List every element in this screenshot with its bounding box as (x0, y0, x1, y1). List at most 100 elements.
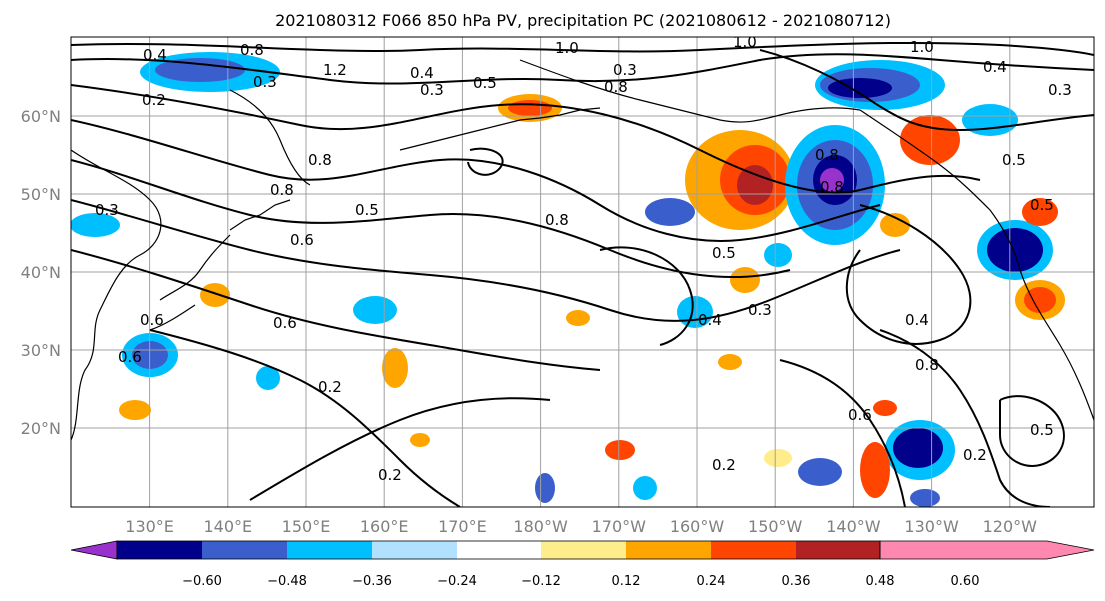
alaska-coast (519, 59, 861, 123)
contour-label: 1.2 (323, 61, 347, 79)
contour-label: 0.5 (1030, 196, 1054, 214)
colorbar-right-extension (879, 540, 1095, 560)
anomaly-blob (605, 440, 635, 460)
kamchatka-coast (229, 89, 311, 186)
contour-label: 1.0 (733, 33, 757, 51)
contour-label: 0.6 (290, 231, 314, 249)
anomaly-blob (155, 58, 245, 82)
pv-contour (71, 159, 791, 278)
anomaly-blob (820, 168, 844, 192)
colorbar-segment (287, 541, 372, 559)
pv-contour (71, 199, 901, 322)
anomaly-blob (910, 489, 940, 507)
y-tick-label: 60°N (21, 107, 61, 126)
anomaly-blob (737, 165, 773, 205)
colorbar-tick-label: −0.60 (182, 574, 222, 589)
x-tick-label: 180°W (513, 517, 568, 536)
colorbar-left-extension (70, 540, 118, 560)
contour-label: 0.4 (143, 46, 167, 64)
anomaly-blob (880, 213, 910, 237)
contour-label: 0.6 (118, 348, 142, 366)
pv-contour (467, 147, 504, 176)
contour-label: 0.2 (318, 378, 342, 396)
contour-label: 0.8 (545, 211, 569, 229)
contour-label: 0.4 (983, 58, 1007, 76)
anomaly-blob (633, 476, 657, 500)
coastlines (71, 59, 1094, 441)
map-frame (70, 36, 1095, 508)
anomaly-blob (873, 400, 897, 416)
y-tick-label: 50°N (21, 185, 61, 204)
contour-label: 0.6 (848, 406, 872, 424)
contour-label: 0.5 (355, 201, 379, 219)
contour-label: 0.4 (410, 64, 434, 82)
contour-label: 0.8 (308, 151, 332, 169)
colorbar-segment (711, 541, 796, 559)
anomaly-blob (119, 400, 151, 420)
pv-contour (71, 249, 601, 371)
pv-contour (71, 41, 1094, 56)
contour-label: 0.8 (604, 78, 628, 96)
contour-label: 0.5 (712, 244, 736, 262)
colorbar-tick-label: −0.36 (352, 574, 392, 589)
colorbar: −0.60 −0.48 −0.36 −0.24 −0.12 0.12 0.24 … (70, 540, 1095, 589)
contour-label: 0.4 (698, 311, 722, 329)
aleutian-islands (399, 107, 601, 151)
anomaly-blob (508, 100, 552, 116)
x-tick-label: 170°W (592, 517, 647, 536)
anomaly-blob (382, 348, 408, 388)
anomaly-blob (200, 283, 230, 307)
pv-contour (71, 84, 981, 194)
contour-label: 0.4 (905, 311, 929, 329)
contour-label: 0.8 (820, 178, 844, 196)
colorbar-segment (626, 541, 711, 559)
x-tick-label: 150°E (282, 517, 331, 536)
anomaly-blob (893, 428, 943, 468)
anomaly-blob (256, 366, 280, 390)
y-axis-ticks: 60°N 50°N 40°N 30°N 20°N (21, 107, 61, 438)
north-america-coast (859, 109, 1094, 421)
y-tick-label: 20°N (21, 419, 61, 438)
anomaly-blob (730, 267, 760, 293)
kuril-islands (229, 199, 291, 231)
contour-label: 0.3 (253, 73, 277, 91)
x-tick-label: 140°E (203, 517, 252, 536)
asia-coast (71, 149, 162, 441)
contour-label: 0.6 (273, 314, 297, 332)
contour-label: 1.0 (555, 39, 579, 57)
anomaly-blob (1022, 198, 1058, 226)
contour-label: 0.2 (142, 91, 166, 109)
contour-labels: 0.4 0.8 0.3 1.2 0.3 0.2 1.0 0.4 0.5 0.3 … (95, 33, 1072, 484)
colorbar-tick-label: −0.48 (267, 574, 307, 589)
pv-contour (999, 395, 1065, 467)
anomaly-blob (71, 213, 120, 237)
contour-label: 0.8 (240, 41, 264, 59)
pv-contour (599, 246, 694, 346)
colorbar-tick-label: 0.60 (951, 574, 980, 589)
contour-label: 0.5 (1002, 151, 1026, 169)
colorbar-ticks: −0.60 −0.48 −0.36 −0.24 −0.12 0.12 0.24 … (182, 574, 979, 589)
x-tick-label: 160°W (670, 517, 725, 536)
contour-label: 0.2 (963, 446, 987, 464)
colorbar-segment (541, 541, 626, 559)
anomaly-blob (718, 354, 742, 370)
pv-contour (249, 397, 551, 501)
pv-contours (71, 41, 1094, 507)
pv-contour (71, 53, 1094, 85)
anomaly-blob (566, 310, 590, 326)
contour-label: 0.2 (378, 466, 402, 484)
x-tick-label: 130°W (904, 517, 959, 536)
x-tick-label: 150°W (748, 517, 803, 536)
anomaly-blob (764, 243, 792, 267)
contour-label: 0.5 (473, 74, 497, 92)
anomaly-blob (987, 228, 1043, 272)
contour-label: 0.3 (613, 61, 637, 79)
contour-label: 0.3 (748, 301, 772, 319)
x-tick-label: 160°E (360, 517, 409, 536)
x-axis-ticks: 130°E 140°E 150°E 160°E 170°E 180°W 170°… (125, 517, 1037, 536)
contour-label: 0.2 (712, 456, 736, 474)
x-tick-label: 170°E (438, 517, 487, 536)
colorbar-tick-label: −0.12 (521, 574, 561, 589)
japan-coast (149, 234, 231, 331)
